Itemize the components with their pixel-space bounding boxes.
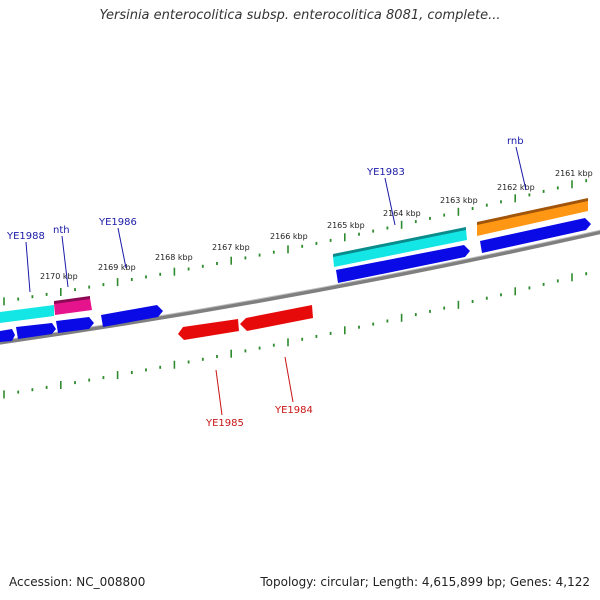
gene-feature-right[interactable]: [480, 218, 591, 253]
kbp-label-2163: 2163 kbp: [440, 196, 478, 205]
kbp-label-2162: 2162 kbp: [497, 183, 535, 192]
cds-feature-ye1983-top: [333, 227, 466, 257]
gene-label-nth[interactable]: nth: [53, 225, 70, 236]
cds-feature-cyan-left[interactable]: [0, 305, 54, 323]
leader-ye1988: [25, 241, 31, 293]
leader-rnb: [515, 146, 527, 191]
kbp-label-2168: 2168 kbp: [155, 253, 193, 262]
kbp-label-2165: 2165 kbp: [327, 221, 365, 230]
inner-ruler-ticks: [3, 272, 588, 399]
gene-label-ye1984[interactable]: YE1984: [274, 405, 313, 416]
cds-feature-ye1983[interactable]: [333, 229, 467, 267]
gene-label-ye1986[interactable]: YE1986: [98, 217, 137, 228]
kbp-label-2170: 2170 kbp: [40, 272, 78, 281]
leader-ye1985: [215, 369, 223, 416]
label-leaders: [25, 146, 527, 416]
ruler-labels: 2161 kbp 2162 kbp 2163 kbp 2164 kbp 2165…: [40, 169, 593, 281]
cds-feature-rnb-top: [477, 198, 588, 225]
kbp-label-2166: 2166 kbp: [270, 232, 308, 241]
kbp-label-2167: 2167 kbp: [212, 243, 250, 252]
reverse-strand-features: [178, 305, 313, 340]
gene-track: [0, 218, 591, 342]
map-title: Yersinia enterocolitica subsp. enterocol…: [99, 8, 501, 23]
forward-strand-features: [0, 198, 588, 323]
gene-feature-ye1986[interactable]: [101, 305, 163, 327]
kbp-label-2161: 2161 kbp: [555, 169, 593, 178]
leader-ye1983: [384, 177, 396, 226]
gene-labels: rnb YE1983 YE1986 nth YE1988 YE1984 YE19…: [6, 136, 524, 429]
gene-label-ye1988[interactable]: YE1988: [6, 231, 45, 242]
kbp-label-2164: 2164 kbp: [383, 209, 421, 218]
gene-feature-left-edge[interactable]: [0, 329, 15, 342]
cds-feature-ye1984[interactable]: [240, 305, 313, 331]
cds-feature-nth-top: [54, 296, 90, 304]
gene-label-rnb[interactable]: rnb: [507, 136, 524, 147]
gene-feature-ye1988[interactable]: [16, 323, 56, 339]
cds-feature-ye1985[interactable]: [178, 319, 239, 340]
genome-backbone: [0, 230, 600, 345]
gene-label-ye1985[interactable]: YE1985: [205, 418, 244, 429]
accession-text: Accession: NC_008800: [9, 575, 146, 589]
leader-nth: [61, 235, 69, 288]
gene-label-ye1983[interactable]: YE1983: [366, 167, 405, 178]
cds-feature-rnb[interactable]: [477, 200, 588, 236]
genome-summary-text: Topology: circular; Length: 4,615,899 bp…: [260, 575, 590, 589]
leader-ye1986: [117, 227, 127, 269]
outer-ruler-ticks: [3, 179, 588, 306]
gene-feature-ye1983[interactable]: [336, 245, 470, 283]
kbp-label-2169: 2169 kbp: [98, 263, 136, 272]
gene-feature-nth[interactable]: [56, 317, 94, 333]
leader-ye1984: [284, 356, 294, 403]
